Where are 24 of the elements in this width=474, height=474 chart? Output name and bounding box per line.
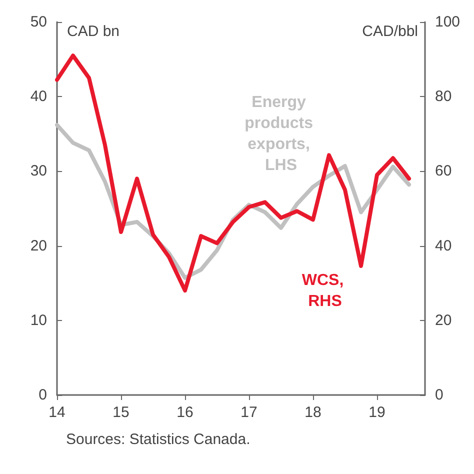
x-tick-label: 15 [112,404,130,421]
x-tick-label: 19 [368,404,386,421]
x-tick-label: 14 [48,404,66,421]
y2-tick-label: 40 [435,237,452,254]
y2-tick-label: 0 [435,386,444,404]
y-tick-label: 40 [30,88,47,106]
y-tick-label: 20 [30,237,47,254]
y2-tick-label: 20 [435,312,452,329]
x-tick-label: 17 [240,404,258,421]
y-tick-label: 0 [38,386,47,404]
y2-tick-label: 60 [435,162,452,180]
y2-axis-title: CAD/bbl [362,23,418,40]
source-note: Sources: Statistics Canada. [66,431,250,448]
y-tick-label: 30 [30,162,47,180]
x-tick-label: 18 [304,404,322,421]
x-tick-label: 16 [176,404,194,421]
y-tick-label: 10 [30,312,47,329]
series-label: WCS, RHS [302,272,348,310]
line-series [55,54,411,293]
y2-tick-label: 80 [435,88,452,106]
y2-tick-label: 100 [435,14,460,30]
y-axis-title: CAD bn [67,23,120,40]
series-label: Energy products exports, LHS [244,94,318,174]
y-tick-label: 50 [30,14,47,30]
